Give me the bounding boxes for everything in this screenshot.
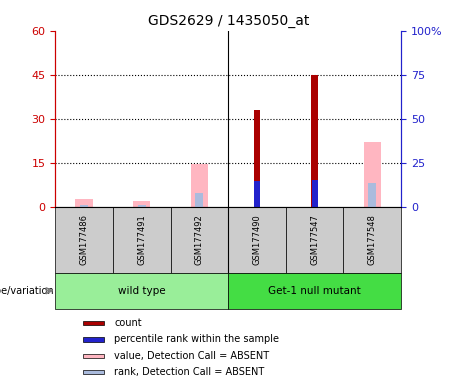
Bar (83, 354, 104, 358)
Bar (368, 183, 376, 207)
Bar (228, 273, 401, 309)
Text: Get-1 null mutant: Get-1 null mutant (268, 286, 361, 296)
Bar (286, 207, 343, 273)
Bar (254, 110, 260, 207)
Text: GSM177548: GSM177548 (368, 214, 377, 265)
Bar (364, 142, 381, 207)
Title: GDS2629 / 1435050_at: GDS2629 / 1435050_at (148, 14, 309, 28)
Text: GSM177490: GSM177490 (253, 214, 261, 265)
Bar (254, 181, 260, 207)
Bar (228, 207, 286, 273)
Bar (80, 205, 88, 207)
Bar (83, 370, 104, 374)
Text: value, Detection Call = ABSENT: value, Detection Call = ABSENT (114, 351, 269, 361)
Text: count: count (114, 318, 142, 328)
Bar (312, 180, 318, 207)
Bar (343, 207, 401, 273)
Text: GSM177547: GSM177547 (310, 214, 319, 265)
Text: genotype/variation: genotype/variation (0, 286, 54, 296)
Bar (83, 337, 104, 341)
Bar (138, 205, 146, 207)
Bar (113, 207, 171, 273)
Text: rank, Detection Call = ABSENT: rank, Detection Call = ABSENT (114, 367, 264, 377)
Bar (171, 207, 228, 273)
Text: wild type: wild type (118, 286, 165, 296)
Bar (311, 75, 318, 207)
Bar (76, 199, 93, 207)
Bar (55, 273, 228, 309)
Bar (195, 193, 203, 207)
Text: GSM177486: GSM177486 (80, 214, 89, 265)
Text: GSM177492: GSM177492 (195, 214, 204, 265)
Text: percentile rank within the sample: percentile rank within the sample (114, 334, 279, 344)
Bar (133, 201, 150, 207)
Text: GSM177491: GSM177491 (137, 214, 146, 265)
Bar (55, 207, 113, 273)
Bar (83, 321, 104, 325)
Bar (191, 164, 208, 207)
